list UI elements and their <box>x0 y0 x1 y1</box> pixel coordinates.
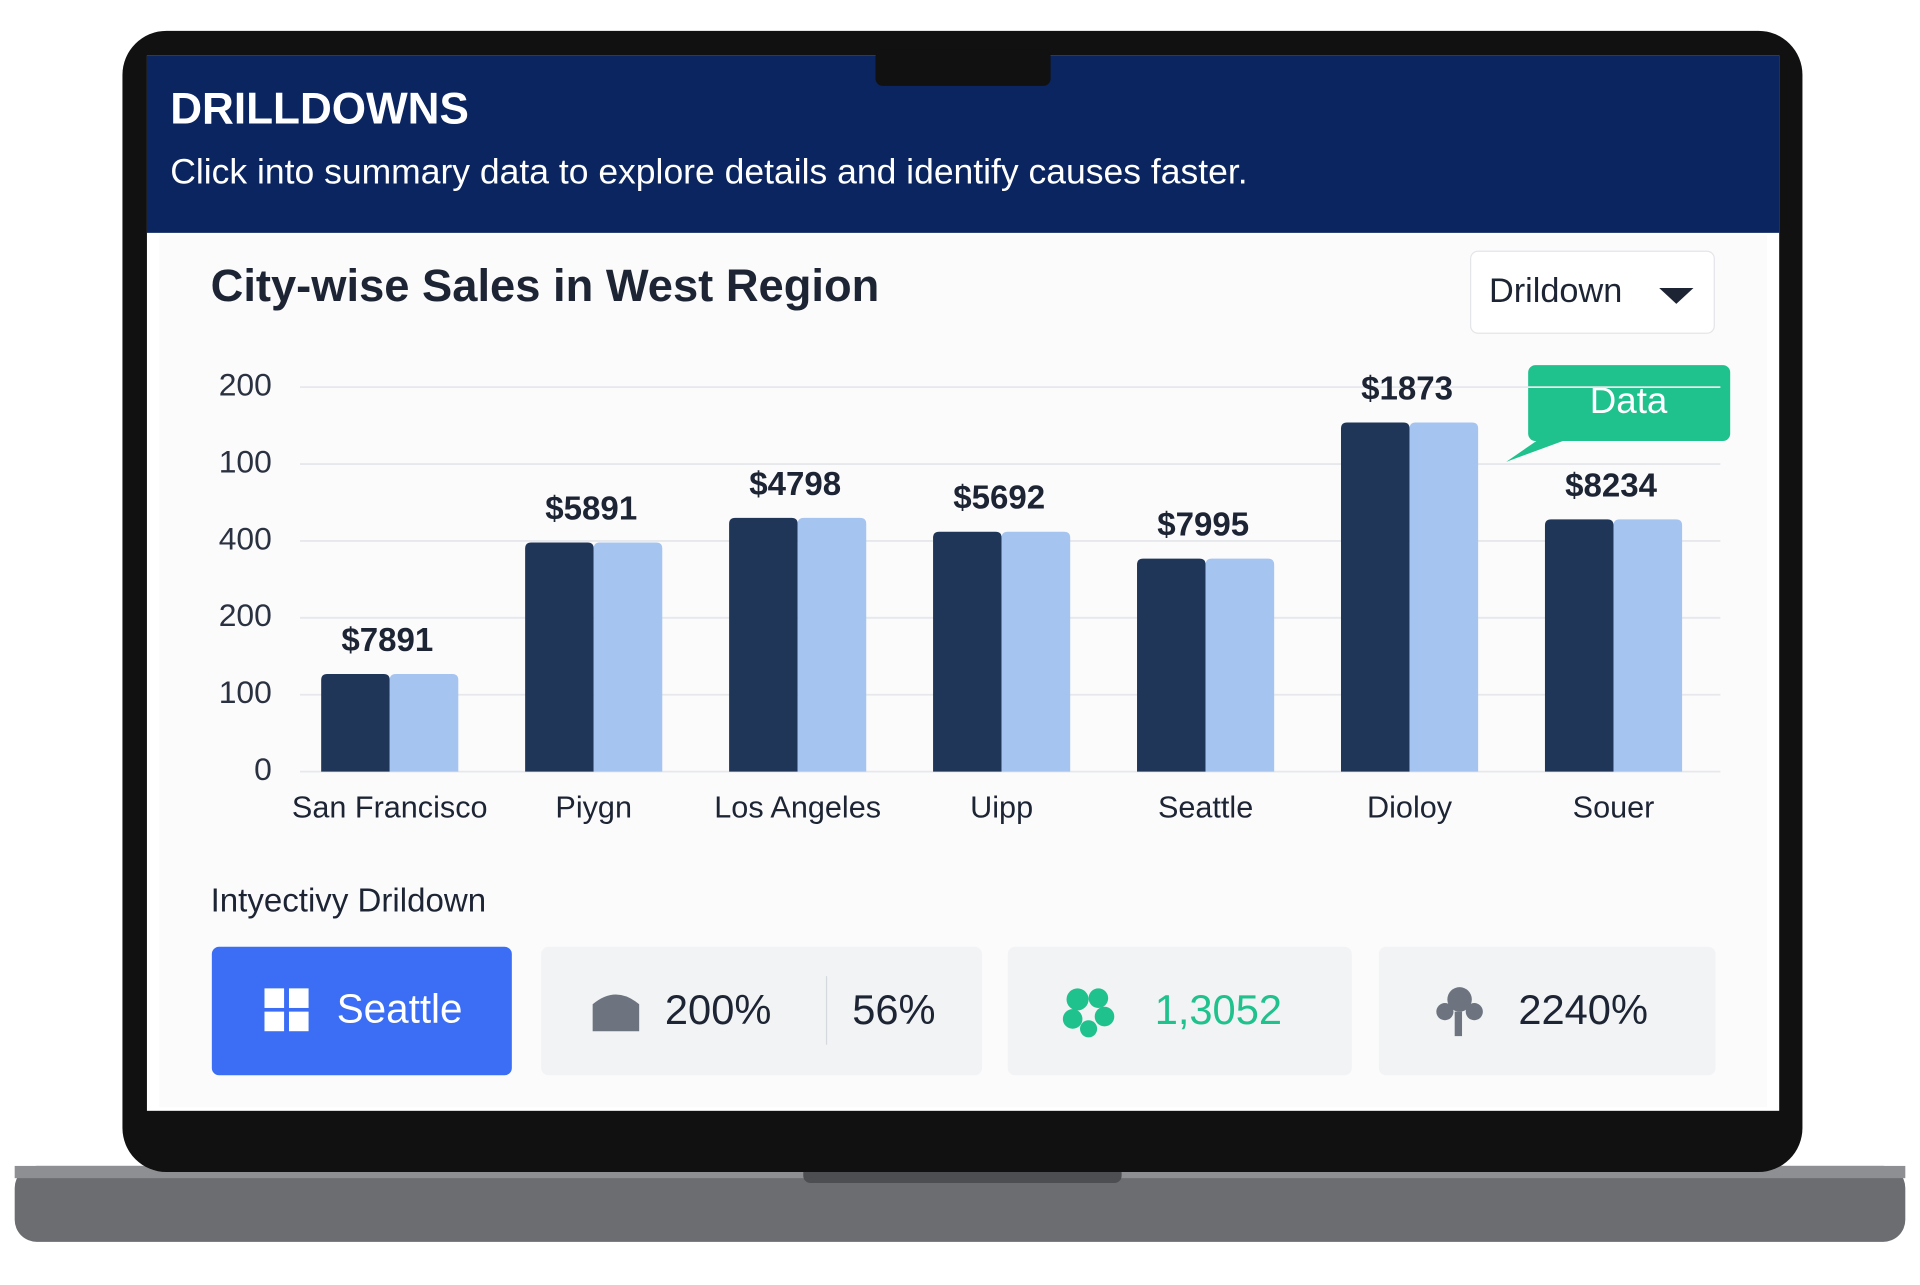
x-tick-label: San Francisco <box>292 791 488 825</box>
dropdown-arrow <box>1659 287 1694 304</box>
x-tick-label: Dioloy <box>1367 791 1453 825</box>
y-tick-label: 0 <box>254 751 272 787</box>
card-icon <box>592 994 640 1032</box>
dropdown-label[interactable]: Drildown <box>1489 272 1622 310</box>
bar <box>1544 519 1614 772</box>
bar <box>933 531 1002 772</box>
card-icon <box>1062 988 1115 1038</box>
bar-label: $4798 <box>749 466 841 503</box>
card-label[interactable]: Seattle <box>337 985 463 1031</box>
bar-label: $1873 <box>1361 370 1453 407</box>
header-subtitle: Click into summary data to explore detai… <box>170 151 1247 191</box>
callout-label: Data <box>1590 380 1668 421</box>
bar-label: $5891 <box>545 490 637 527</box>
dropdown[interactable] <box>1470 250 1715 334</box>
x-tick-label: Souer <box>1573 791 1655 825</box>
x-tick-label: Los Angeles <box>714 791 881 825</box>
bar <box>525 542 594 772</box>
y-tick-label: 200 <box>219 597 272 633</box>
callout-tail <box>1506 434 1580 462</box>
bar-label: $8234 <box>1565 467 1658 504</box>
card-icon <box>1436 987 1483 1037</box>
y-tick-label: 100 <box>219 674 272 710</box>
x-tick-label: Uipp <box>970 791 1033 825</box>
grid-icon <box>264 988 309 1032</box>
card-value[interactable]: 200% <box>665 986 771 1033</box>
card-value[interactable]: 2240% <box>1518 986 1648 1033</box>
bar <box>593 542 663 772</box>
laptop-base <box>14 1165 1906 1242</box>
card[interactable] <box>1378 946 1716 1076</box>
bar <box>321 673 390 772</box>
y-tick-label: 200 <box>219 367 272 403</box>
x-tick-label: Seattle <box>1158 791 1253 825</box>
bar <box>1613 519 1683 772</box>
card[interactable] <box>541 946 983 1076</box>
card[interactable] <box>1007 946 1352 1076</box>
card-value[interactable]: 56% <box>852 986 935 1033</box>
callout <box>1528 365 1731 442</box>
card-value[interactable]: 1,3052 <box>1155 986 1282 1033</box>
x-tick-label: Piygn <box>555 791 632 825</box>
bar <box>797 517 867 772</box>
bar <box>1205 558 1275 772</box>
card-selected[interactable] <box>211 946 512 1076</box>
bar <box>1340 422 1410 772</box>
bar-label: $7891 <box>341 622 433 659</box>
bar <box>1409 422 1479 772</box>
bar <box>1001 531 1071 772</box>
chart-title: City-wise Sales in West Region <box>211 260 880 311</box>
camera-notch <box>875 49 1051 86</box>
y-tick-label: 100 <box>219 443 272 479</box>
header-title: DRILLDOWNS <box>170 84 469 133</box>
bar-label: $5692 <box>953 480 1045 517</box>
y-tick-label: 400 <box>219 520 272 556</box>
bar <box>1137 558 1206 772</box>
bar <box>389 673 459 772</box>
section-label: Intyectivy Drildown <box>211 882 486 919</box>
bar <box>729 517 798 772</box>
bar-label: $7995 <box>1157 507 1249 544</box>
